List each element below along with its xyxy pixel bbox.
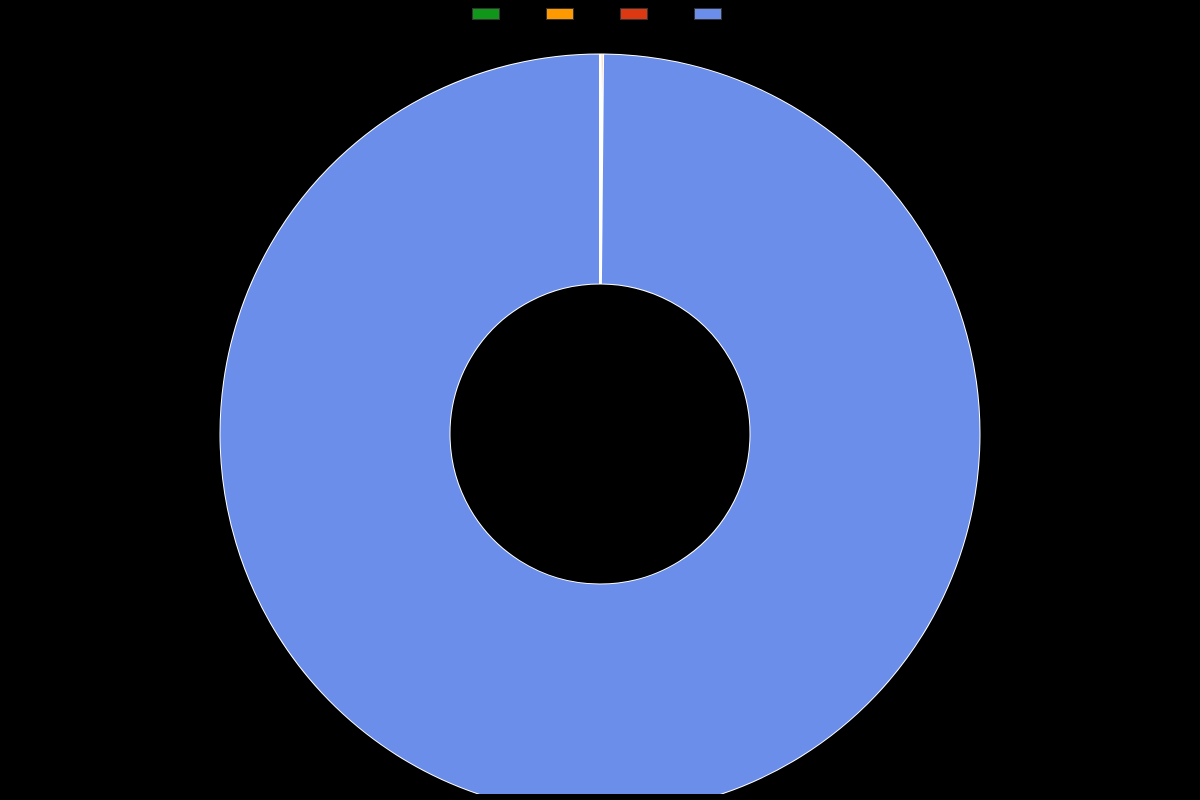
legend-swatch-3 [694, 8, 722, 20]
legend-item-3[interactable] [694, 8, 728, 20]
donut-chart [0, 24, 1200, 794]
chart-container [0, 24, 1200, 794]
legend-item-1[interactable] [546, 8, 580, 20]
legend-item-0[interactable] [472, 8, 506, 20]
legend-swatch-2 [620, 8, 648, 20]
legend-swatch-1 [546, 8, 574, 20]
legend-swatch-0 [472, 8, 500, 20]
legend-item-2[interactable] [620, 8, 654, 20]
chart-legend [0, 0, 1200, 24]
